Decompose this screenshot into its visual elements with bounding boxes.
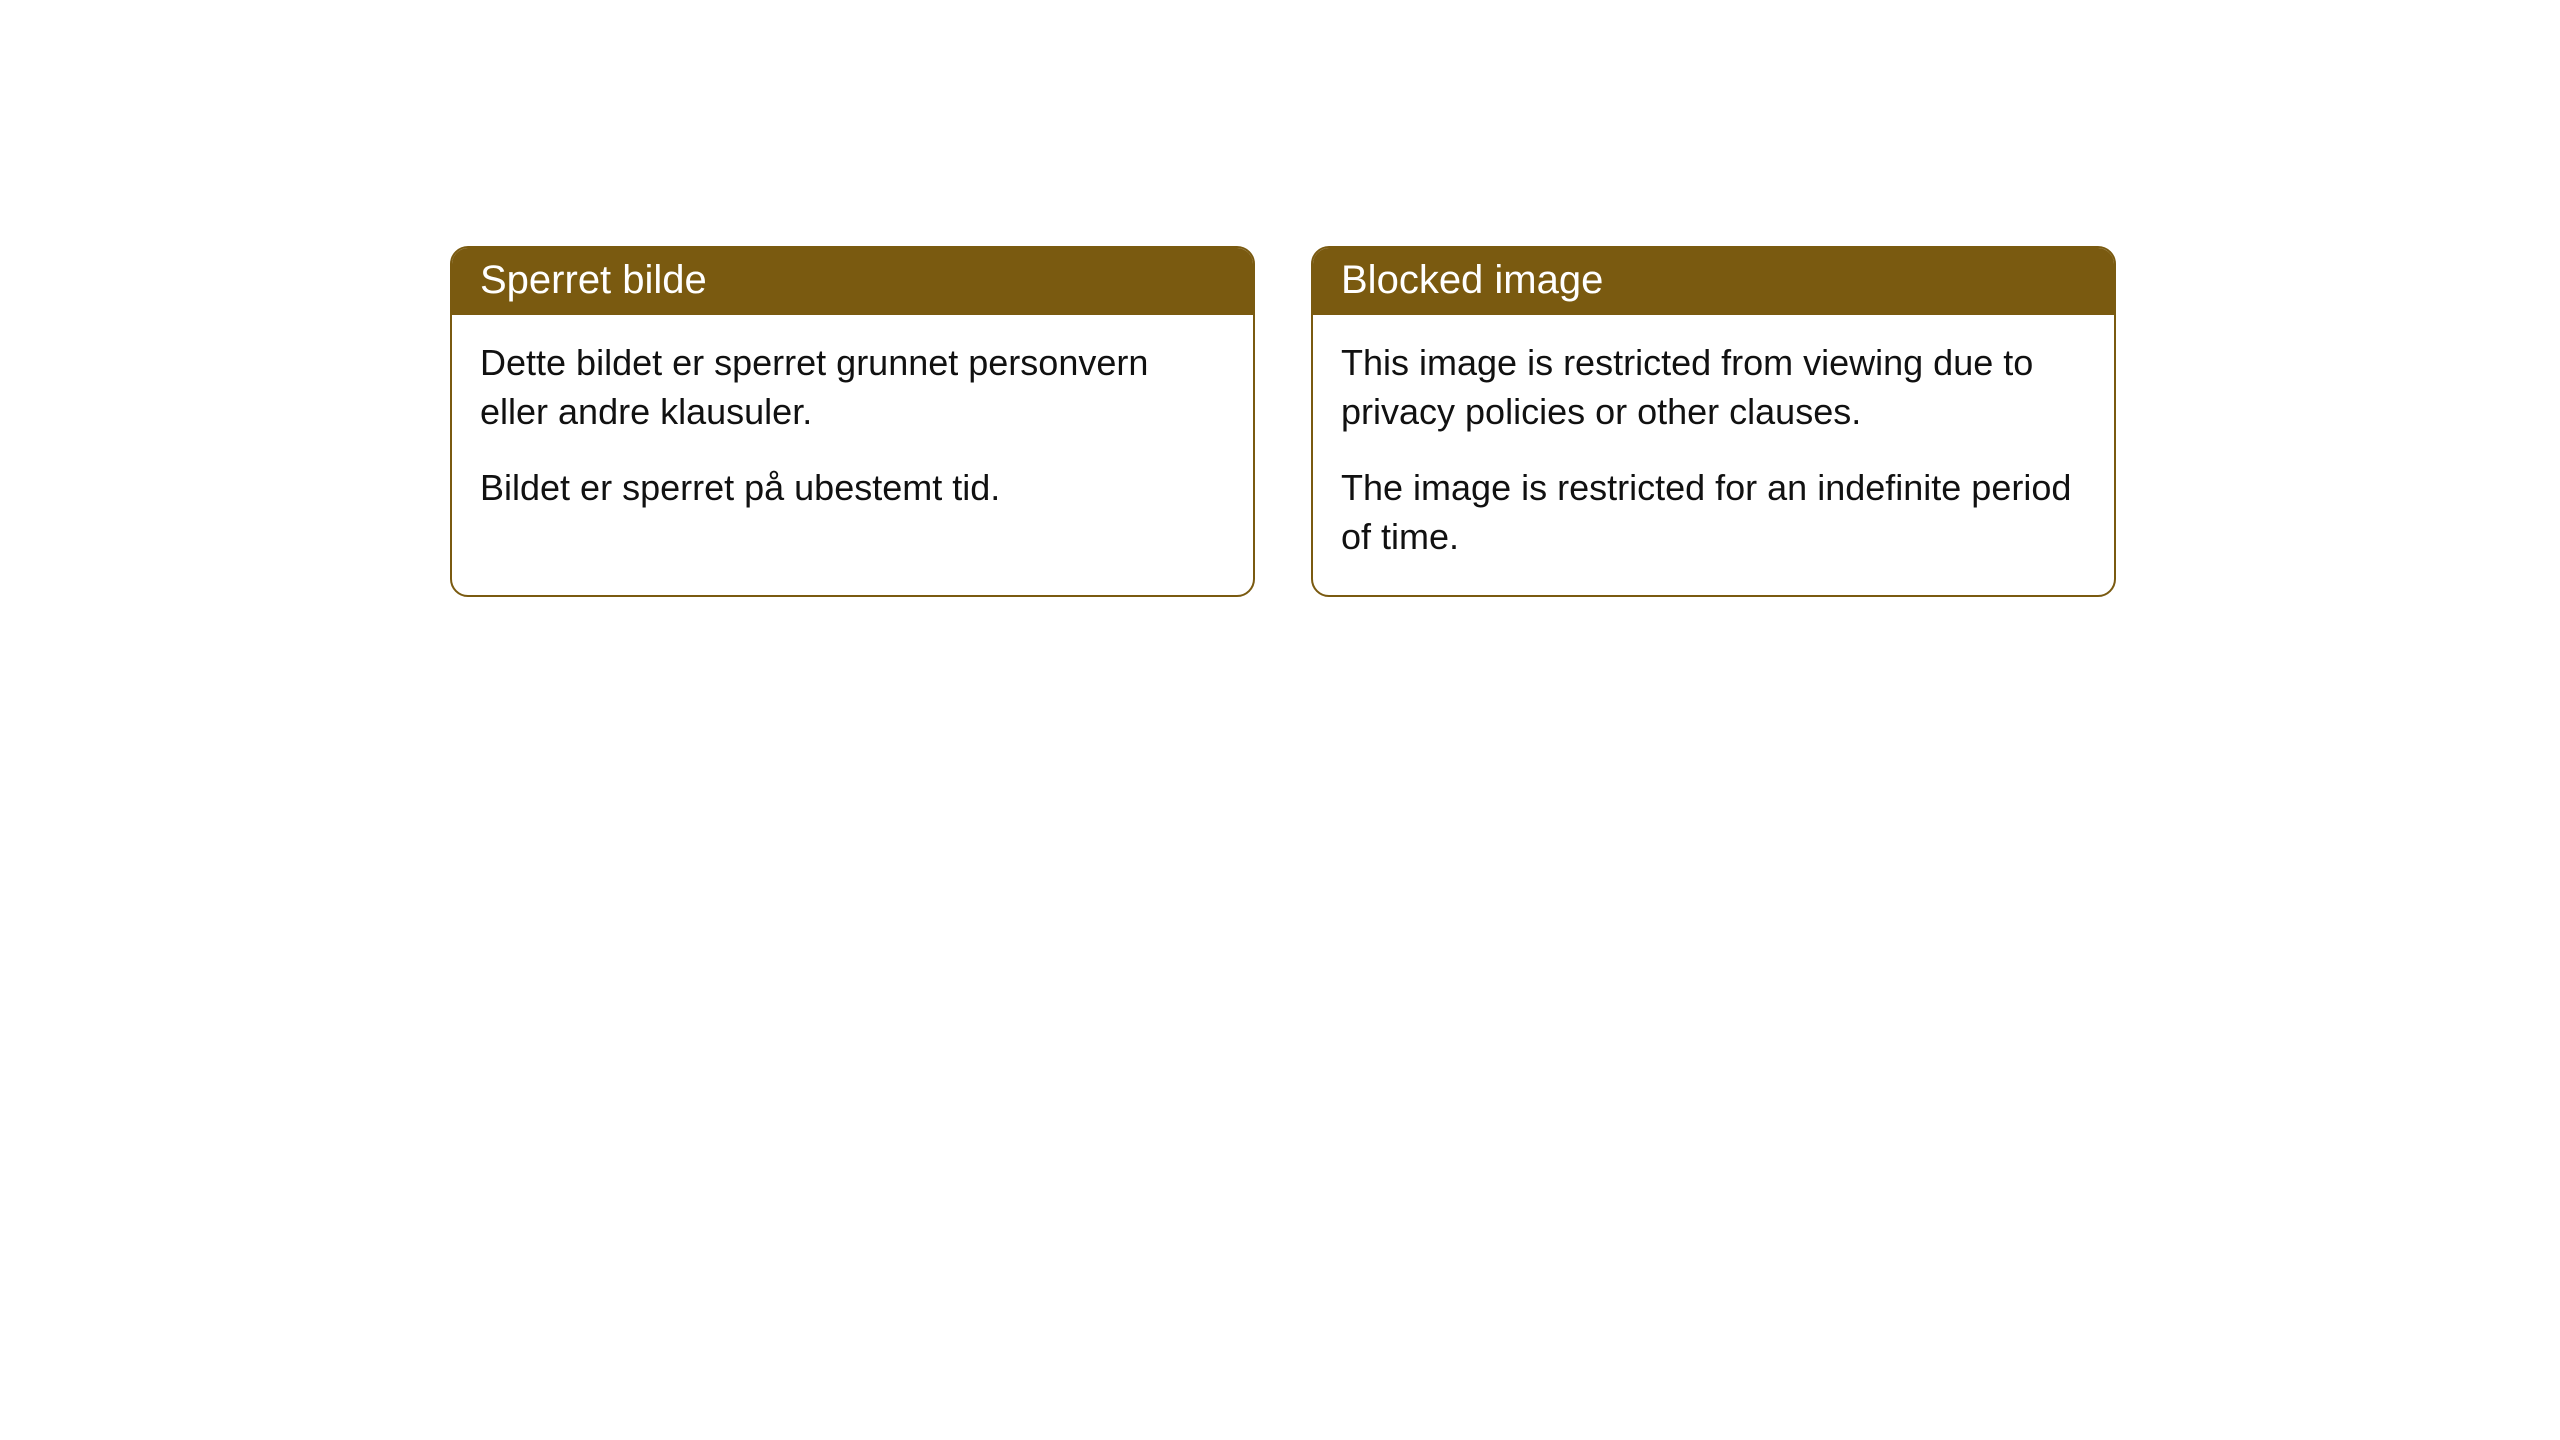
card-paragraph: The image is restricted for an indefinit… bbox=[1341, 464, 2086, 561]
card-body: Dette bildet er sperret grunnet personve… bbox=[452, 315, 1253, 547]
card-paragraph: Dette bildet er sperret grunnet personve… bbox=[480, 339, 1225, 436]
card-body: This image is restricted from viewing du… bbox=[1313, 315, 2114, 595]
card-row: Sperret bilde Dette bildet er sperret gr… bbox=[450, 246, 2116, 597]
card-paragraph: This image is restricted from viewing du… bbox=[1341, 339, 2086, 436]
card-title: Blocked image bbox=[1313, 248, 2114, 315]
notice-card-no: Sperret bilde Dette bildet er sperret gr… bbox=[450, 246, 1255, 597]
card-paragraph: Bildet er sperret på ubestemt tid. bbox=[480, 464, 1225, 513]
notice-card-en: Blocked image This image is restricted f… bbox=[1311, 246, 2116, 597]
card-title: Sperret bilde bbox=[452, 248, 1253, 315]
